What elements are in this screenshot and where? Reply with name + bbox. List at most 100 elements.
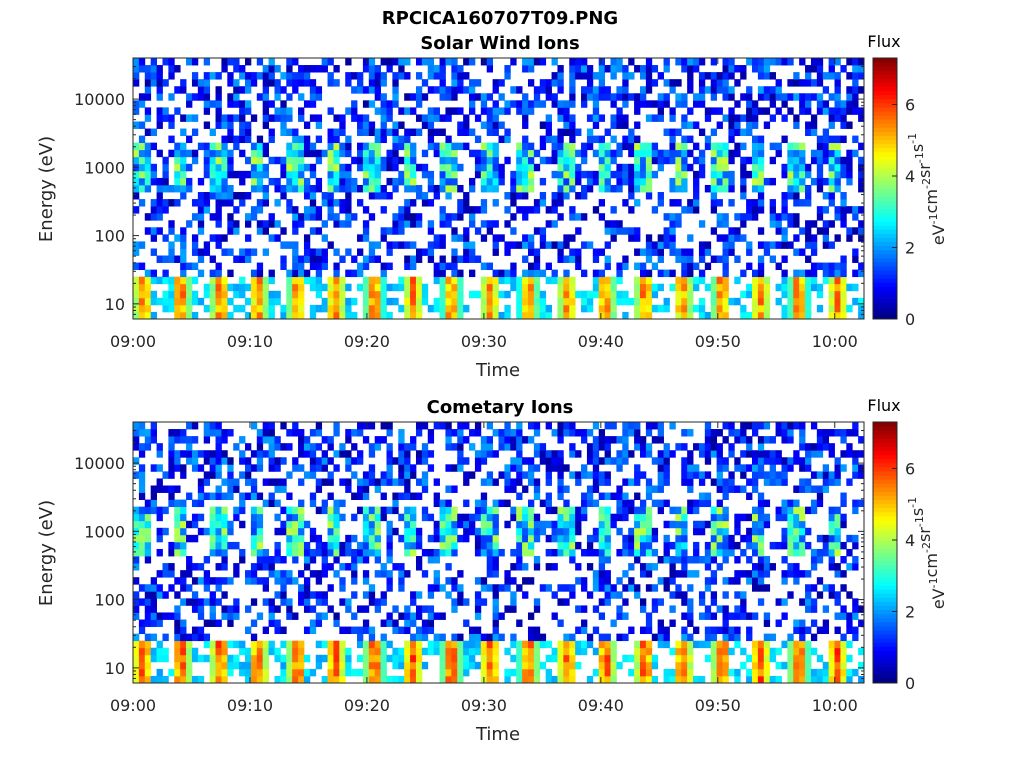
heatmap-cell	[740, 464, 747, 472]
heatmap-cell	[828, 58, 835, 66]
heatmap-cell	[439, 506, 446, 515]
heatmap-cell	[150, 311, 157, 320]
heatmap-cell	[174, 577, 181, 585]
heatmap-cell	[757, 661, 765, 670]
heatmap-cell	[704, 184, 712, 193]
heatmap-cell	[433, 647, 440, 656]
heatmap-cell	[775, 541, 782, 550]
heatmap-cell	[256, 668, 264, 677]
heatmap-cell	[362, 485, 370, 493]
heatmap-cell	[174, 297, 181, 306]
heatmap-cell	[174, 199, 181, 207]
heatmap-cell	[563, 513, 570, 522]
heatmap-cell	[510, 199, 517, 207]
heatmap-cell	[203, 527, 211, 536]
heatmap-cell	[775, 86, 782, 94]
heatmap-cell	[681, 297, 688, 306]
heatmap-cell	[250, 450, 258, 458]
heatmap-cell	[669, 199, 676, 207]
heatmap-cell	[516, 471, 523, 479]
heatmap-cell	[292, 668, 299, 677]
heatmap-cell	[439, 297, 446, 306]
heatmap-cell	[704, 436, 712, 444]
heatmap-cell	[191, 499, 199, 508]
heatmap-cell	[639, 304, 647, 313]
heatmap-cell	[592, 647, 600, 656]
heatmap-cell	[533, 86, 541, 94]
heatmap-cell	[233, 598, 240, 606]
heatmap-cell	[315, 478, 323, 486]
heatmap-cell	[516, 506, 523, 515]
heatmap-cell	[628, 206, 635, 214]
heatmap-cell	[604, 93, 611, 101]
heatmap-cell	[486, 520, 494, 529]
heatmap-cell	[551, 429, 558, 437]
heatmap-cell	[746, 450, 753, 458]
heatmap-cell	[150, 290, 157, 299]
heatmap-cell	[315, 93, 323, 101]
heatmap-cell	[380, 436, 387, 444]
heatmap-cell	[622, 633, 629, 642]
heatmap-cell	[569, 248, 576, 256]
colorbar-swatch	[873, 212, 897, 218]
heatmap-cell	[858, 86, 865, 94]
heatmap-cell	[339, 255, 346, 263]
heatmap-cell	[769, 563, 776, 571]
heatmap-cell	[628, 478, 635, 486]
heatmap-cell	[533, 255, 541, 263]
heatmap-cell	[663, 668, 670, 677]
heatmap-cell	[445, 58, 452, 66]
heatmap-cell	[374, 436, 381, 444]
heatmap-cell	[180, 429, 187, 437]
heatmap-cell	[339, 640, 346, 649]
heatmap-cell	[357, 163, 364, 172]
heatmap-cell	[327, 283, 334, 292]
heatmap-cell	[698, 58, 706, 66]
heatmap-cell	[433, 269, 440, 278]
heatmap-cell	[427, 640, 435, 649]
heatmap-cell	[557, 213, 564, 221]
heatmap-cell	[386, 471, 393, 479]
heatmap-cell	[557, 485, 564, 493]
heatmap-cell	[209, 506, 216, 515]
heatmap-cell	[250, 513, 258, 522]
heatmap-cell	[533, 527, 541, 536]
heatmap-cell	[510, 100, 517, 108]
heatmap-cell	[651, 436, 659, 444]
heatmap-cell	[186, 177, 193, 186]
heatmap-cell	[203, 121, 211, 129]
heatmap-cell	[569, 675, 576, 684]
heatmap-cell	[433, 297, 440, 306]
heatmap-cell	[398, 206, 405, 214]
heatmap-cell	[628, 548, 635, 557]
heatmap-cell	[840, 220, 847, 228]
heatmap-cell	[598, 513, 606, 522]
heatmap-cell	[527, 534, 535, 543]
heatmap-cell	[734, 577, 741, 585]
heatmap-cell	[180, 436, 187, 444]
heatmap-cell	[634, 661, 641, 670]
heatmap-cell	[191, 149, 199, 158]
heatmap-cell	[162, 654, 169, 663]
heatmap-cell	[716, 142, 723, 151]
heatmap-cell	[144, 675, 152, 684]
heatmap-cell	[327, 513, 334, 522]
heatmap-cell	[233, 640, 240, 649]
heatmap-cell	[227, 520, 234, 529]
heatmap-cell	[522, 290, 529, 299]
heatmap-cell	[144, 283, 152, 292]
heatmap-cell	[704, 283, 712, 292]
heatmap-cell	[362, 513, 370, 522]
heatmap-cell	[262, 640, 269, 649]
heatmap-cell	[392, 661, 399, 670]
heatmap-cell	[357, 548, 364, 557]
heatmap-cell	[351, 86, 358, 94]
heatmap-cell	[598, 541, 606, 550]
heatmap-cell	[451, 464, 458, 472]
heatmap-cell	[716, 79, 723, 87]
heatmap-cell	[191, 262, 199, 271]
heatmap-cell	[404, 297, 411, 306]
heatmap-cell	[728, 443, 735, 451]
heatmap-cell	[622, 612, 629, 620]
heatmap-cell	[657, 114, 664, 122]
